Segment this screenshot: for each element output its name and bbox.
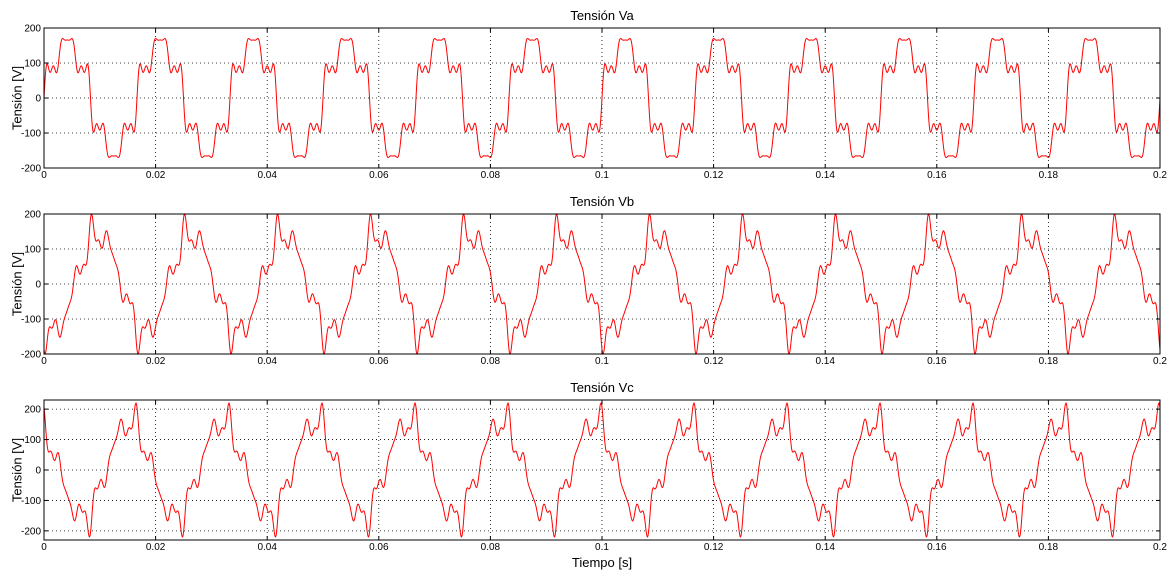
x-tick-label: 0.06	[369, 170, 389, 181]
ticks-va: 0 0.02 0.04 0.06 0.08 0.1 0.12 0.14 0.16 0.18 0.2 -…	[21, 24, 1167, 182]
panel-va: 0 0.02 0.04 0.06 0.08 0.1 0.12 0.14 0.16 0.18 0.2 -…	[10, 8, 1168, 181]
x-tick-label: 0.08	[481, 356, 501, 367]
x-tick-label: 0.12	[704, 542, 724, 553]
x-tick-label: 0.18	[1039, 542, 1059, 553]
series-line-va	[43, 37, 1161, 159]
y-tick-label: 0	[35, 466, 41, 477]
y-axis-label-vb: Tensión [V]	[10, 252, 25, 316]
x-tick-label: 0.12	[704, 356, 724, 367]
y-tick-label: -100	[21, 129, 41, 140]
y-tick-label: 0	[35, 280, 41, 291]
x-tick-label: 0.04	[257, 356, 277, 367]
panel-title-vc: Tensión Vc	[570, 380, 634, 395]
x-tick-label: 0.2	[1153, 356, 1167, 367]
y-tick-label: -200	[21, 164, 41, 175]
series-line-vc	[43, 402, 1161, 538]
x-tick-label: 0.04	[257, 170, 277, 181]
x-tick-label: 0.08	[481, 542, 501, 553]
y-tick-label: -100	[21, 496, 41, 507]
y-axis-label-va: Tensión [V]	[10, 66, 25, 130]
y-axis-label-vc: Tensión [V]	[10, 438, 25, 502]
y-tick-label: 100	[24, 245, 41, 256]
x-tick-label: 0.12	[704, 170, 724, 181]
grid-va	[44, 28, 1160, 168]
x-tick-label: 0.02	[146, 170, 166, 181]
ticks-vb: 0 0.02 0.04 0.06 0.08 0.1 0.12 0.14 0.16 0.18 0.2 -…	[21, 210, 1167, 368]
series-line-vb	[43, 213, 1161, 355]
x-tick-label: 0	[41, 542, 47, 553]
x-axis-label: Tiempo [s]	[572, 555, 632, 570]
ticks-vc: 0 0.02 0.04 0.06 0.08 0.1 0.12 0.14 0.16 0.18 0.2 -…	[21, 400, 1167, 553]
x-tick-label: 0.04	[257, 542, 277, 553]
y-tick-label: 200	[24, 405, 41, 416]
x-tick-label: 0.14	[815, 542, 835, 553]
x-tick-label: 0.02	[146, 356, 166, 367]
x-tick-label: 0.18	[1039, 170, 1059, 181]
x-tick-label: 0.2	[1153, 170, 1167, 181]
x-tick-label: 0.08	[481, 170, 501, 181]
y-tick-label: 0	[35, 94, 41, 105]
y-tick-label: 200	[24, 24, 41, 35]
x-tick-label: 0	[41, 356, 47, 367]
x-tick-label: 0.1	[595, 356, 609, 367]
x-tick-label: 0.16	[927, 170, 947, 181]
x-tick-label: 0.16	[927, 356, 947, 367]
x-tick-label: 0.1	[595, 170, 609, 181]
x-tick-label: 0.14	[815, 356, 835, 367]
grid-vc	[44, 400, 1160, 540]
x-tick-label: 0.1	[595, 542, 609, 553]
y-tick-label: -200	[21, 526, 41, 537]
y-tick-label: 100	[24, 435, 41, 446]
x-tick-label: 0	[41, 170, 47, 181]
x-tick-label: 0.06	[369, 356, 389, 367]
panel-title-va: Tensión Va	[570, 8, 634, 23]
x-tick-label: 0.02	[146, 542, 166, 553]
x-tick-label: 0.2	[1153, 542, 1167, 553]
x-tick-label: 0.06	[369, 542, 389, 553]
x-tick-label: 0.16	[927, 542, 947, 553]
y-tick-label: -100	[21, 315, 41, 326]
grid-vb	[44, 214, 1160, 354]
panel-title-vb: Tensión Vb	[570, 194, 634, 209]
y-tick-label: -200	[21, 350, 41, 361]
y-tick-label: 100	[24, 59, 41, 70]
y-tick-label: 200	[24, 210, 41, 221]
x-tick-label: 0.14	[815, 170, 835, 181]
x-tick-label: 0.18	[1039, 356, 1059, 367]
panel-vb: 0 0.02 0.04 0.06 0.08 0.1 0.12 0.14 0.16 0.18 0.2 -…	[10, 194, 1168, 367]
panel-vc: 0 0.02 0.04 0.06 0.08 0.1 0.12 0.14 0.16 0.18 0.2 -…	[10, 380, 1168, 570]
